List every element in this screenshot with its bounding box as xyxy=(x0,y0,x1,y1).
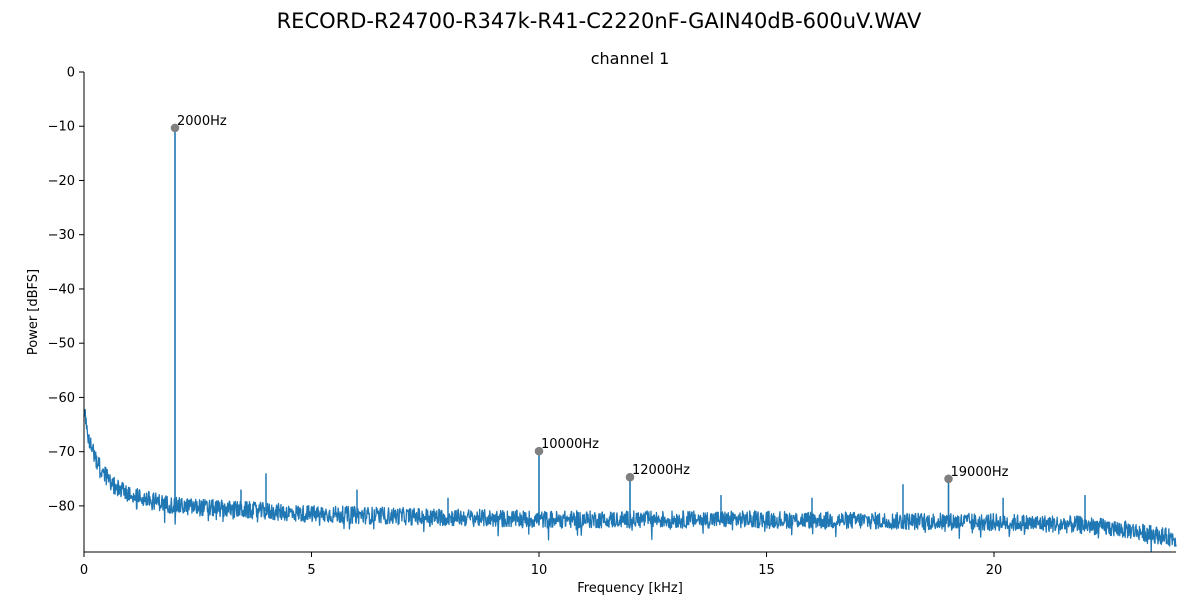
x-ticks: 0 5 10 15 20 xyxy=(80,552,1002,578)
y-tick-label: 0 xyxy=(67,66,75,81)
peak-label: 10000Hz xyxy=(541,437,599,452)
figure-title: RECORD-R24700-R347k-R41-C2220nF-GAIN40dB… xyxy=(277,9,922,33)
peak-marker xyxy=(534,446,544,456)
y-tick-label: −20 xyxy=(48,174,75,189)
plot-area: 2000Hz 10000Hz 12000Hz 19000Hz xyxy=(83,114,1177,553)
peak-label: 12000Hz xyxy=(632,463,690,478)
peak-label: 2000Hz xyxy=(177,114,227,129)
y-tick-label: −50 xyxy=(48,337,75,352)
y-tick-label: −60 xyxy=(48,391,75,406)
x-tick-label: 0 xyxy=(80,563,88,578)
x-tick-label: 10 xyxy=(531,563,548,578)
peaks-layer: 2000Hz 10000Hz 12000Hz 19000Hz xyxy=(170,114,1009,528)
y-tick-label: −30 xyxy=(48,228,75,243)
x-tick-label: 5 xyxy=(307,563,315,578)
peak-marker xyxy=(170,123,180,133)
spectrum-line xyxy=(83,408,1177,553)
spurs-layer xyxy=(240,473,1086,525)
y-ticks: 0 −10 −20 −30 −40 −50 −60 −70 −80 xyxy=(48,66,84,514)
peak-marker xyxy=(625,472,635,482)
peak-marker xyxy=(944,474,953,484)
y-tick-label: −70 xyxy=(48,445,75,460)
x-tick-label: 15 xyxy=(758,563,775,578)
axes-layer: 0 5 10 15 20 0 −10 −20 −30 −40 −50 −60 −70 −80 xyxy=(48,66,1176,578)
axes-title: channel 1 xyxy=(591,49,670,68)
y-tick-label: −80 xyxy=(48,499,75,514)
y-tick-label: −10 xyxy=(48,120,75,135)
peak-label: 19000Hz xyxy=(951,465,1009,480)
y-axis-label: Power [dBFS] xyxy=(26,269,41,355)
y-tick-label: −40 xyxy=(48,282,75,297)
x-tick-label: 20 xyxy=(986,563,1003,578)
x-axis-label: Frequency [kHz] xyxy=(577,581,683,596)
